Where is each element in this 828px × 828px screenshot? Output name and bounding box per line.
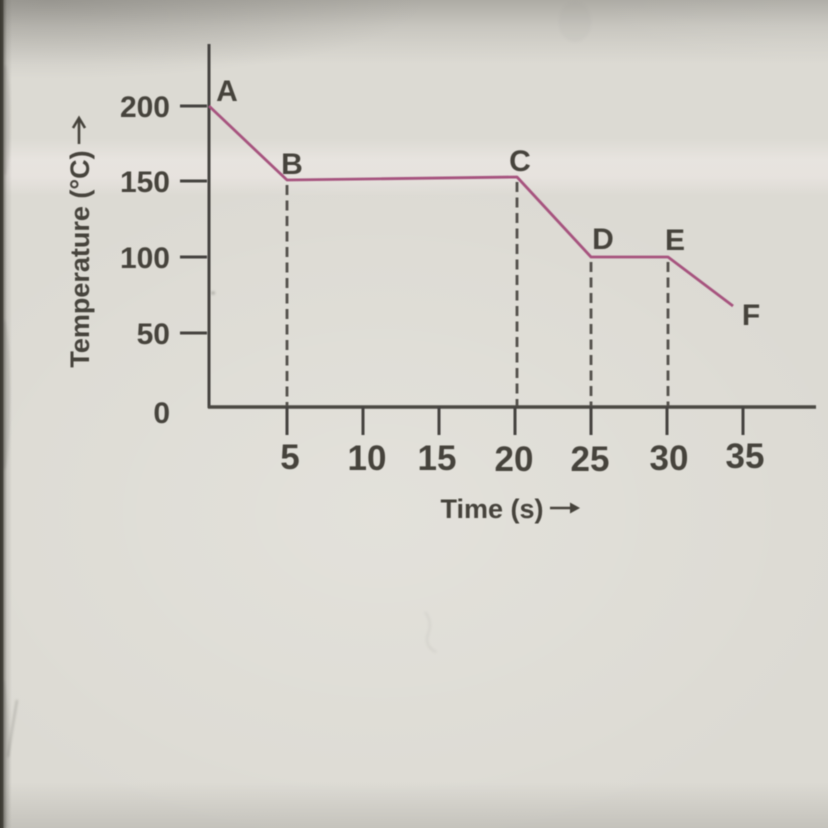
svg-text:A: A	[216, 75, 238, 108]
svg-text:C: C	[509, 145, 531, 178]
svg-text:25: 25	[571, 440, 610, 479]
svg-text:F: F	[742, 299, 760, 332]
svg-text:150: 150	[120, 166, 170, 199]
svg-text:200: 200	[120, 91, 170, 124]
svg-text:20: 20	[495, 440, 534, 479]
svg-text:B: B	[281, 148, 303, 181]
svg-text:15: 15	[418, 439, 457, 478]
svg-text:50: 50	[137, 318, 170, 351]
svg-text:5: 5	[280, 438, 299, 477]
svg-text:100: 100	[120, 242, 170, 275]
svg-text:Time (s): Time (s)	[440, 494, 543, 524]
svg-text:30: 30	[650, 439, 689, 478]
svg-text:E: E	[665, 224, 685, 257]
svg-text:D: D	[592, 223, 614, 256]
svg-text:Temperature (°C): Temperature (°C)	[65, 150, 95, 367]
svg-text:0: 0	[153, 397, 170, 430]
svg-text:10: 10	[348, 439, 387, 478]
svg-text:35: 35	[726, 437, 765, 476]
